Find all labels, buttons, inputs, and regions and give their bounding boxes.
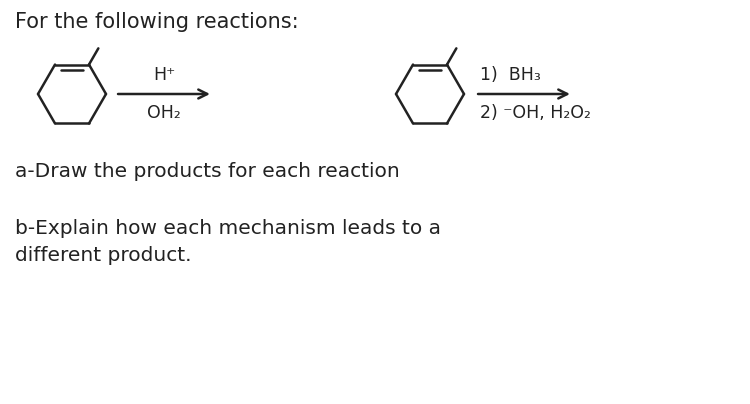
Text: H⁺: H⁺ [153,66,175,84]
Text: 1)  BH₃: 1) BH₃ [480,66,541,84]
Text: a-Draw the products for each reaction: a-Draw the products for each reaction [15,162,400,181]
Text: OH₂: OH₂ [147,104,181,122]
Text: different product.: different product. [15,246,191,265]
Text: 2) ⁻OH, H₂O₂: 2) ⁻OH, H₂O₂ [480,104,591,122]
Text: For the following reactions:: For the following reactions: [15,12,298,32]
Text: b-Explain how each mechanism leads to a: b-Explain how each mechanism leads to a [15,219,441,238]
